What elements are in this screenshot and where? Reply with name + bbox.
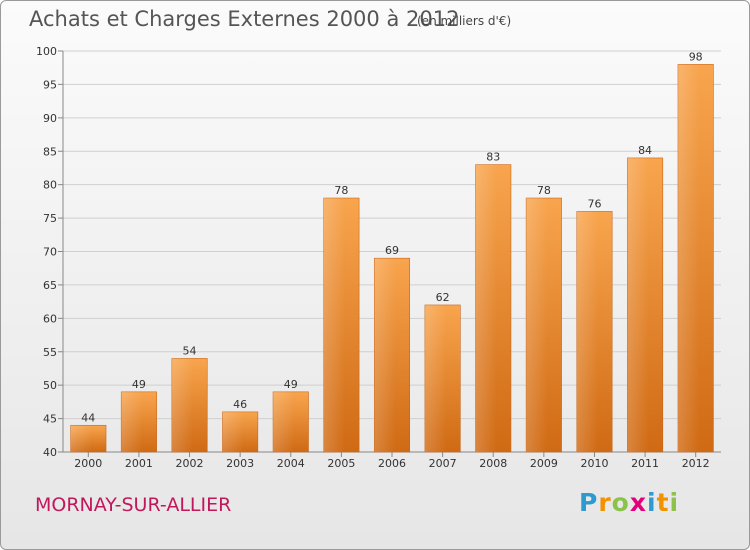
bar-shine-2010 xyxy=(576,211,613,452)
value-label-2005: 78 xyxy=(334,184,348,197)
x-tick-label-2009: 2009 xyxy=(530,457,558,470)
logo-letter: P xyxy=(579,488,599,517)
x-tick-label-2000: 2000 xyxy=(74,457,102,470)
value-label-2010: 76 xyxy=(587,197,601,210)
bar-shine-2002 xyxy=(171,358,208,452)
bar-shine-2007 xyxy=(424,304,461,452)
x-tick-label-2006: 2006 xyxy=(378,457,406,470)
y-tick-label: 45 xyxy=(43,413,57,426)
x-tick-label-2001: 2001 xyxy=(125,457,153,470)
bar-shine-2006 xyxy=(374,258,410,452)
chart-title: Achats et Charges Externes 2000 à 2012 xyxy=(29,7,460,31)
x-tick-label-2008: 2008 xyxy=(479,457,507,470)
y-tick-label: 70 xyxy=(43,246,57,259)
x-tick-label-2012: 2012 xyxy=(682,457,710,470)
x-tick-label-2011: 2011 xyxy=(631,457,659,470)
value-label-2001: 49 xyxy=(132,378,146,391)
value-label-2009: 78 xyxy=(537,184,551,197)
bar-shine-2012 xyxy=(677,64,714,452)
y-tick-label: 55 xyxy=(43,346,57,359)
y-tick-label: 65 xyxy=(43,279,57,292)
x-tick-label-2002: 2002 xyxy=(176,457,204,470)
x-tick-label-2005: 2005 xyxy=(327,457,355,470)
value-label-2007: 62 xyxy=(436,291,450,304)
y-tick-label: 95 xyxy=(43,78,57,91)
logo-letter: x xyxy=(629,488,647,517)
value-label-2011: 84 xyxy=(638,144,652,157)
bar-shine-2000 xyxy=(70,425,107,452)
y-tick-label: 100 xyxy=(36,45,57,58)
y-tick-label: 50 xyxy=(43,379,57,392)
value-label-2003: 46 xyxy=(233,398,247,411)
y-tick-label: 60 xyxy=(43,312,57,325)
value-label-2000: 44 xyxy=(81,411,95,424)
logo-letter: r xyxy=(598,488,612,517)
value-label-2012: 98 xyxy=(689,50,703,63)
x-tick-label-2003: 2003 xyxy=(226,457,254,470)
x-tick-label-2007: 2007 xyxy=(429,457,457,470)
y-tick-label: 80 xyxy=(43,179,57,192)
logo-letter: t xyxy=(656,488,670,517)
proxiti-logo: Proxiti xyxy=(579,488,679,517)
x-tick-label-2004: 2004 xyxy=(277,457,305,470)
y-tick-label: 40 xyxy=(43,446,57,459)
axis-layer: 40 45 50 55 60 65 70 75 80 85 90 95 100 2000 2001 2002 2… xyxy=(36,45,721,470)
bar-shine-2011 xyxy=(627,157,663,452)
bar-shine-2005 xyxy=(323,198,360,452)
value-label-2008: 83 xyxy=(486,151,500,164)
bar-shine-2001 xyxy=(121,391,157,452)
bar-shine-2003 xyxy=(222,411,258,452)
chart-unit: (en milliers d'€) xyxy=(417,14,512,28)
logo-letter: o xyxy=(611,488,630,517)
value-label-2004: 49 xyxy=(284,378,298,391)
value-label-2002: 54 xyxy=(183,344,197,357)
bar-layer xyxy=(70,64,714,453)
commune-name: MORNAY-SUR-ALLIER xyxy=(35,494,232,516)
logo-letter: i xyxy=(669,488,680,517)
y-tick-label: 90 xyxy=(43,112,57,125)
y-tick-label: 85 xyxy=(43,145,57,158)
label-layer: 44 49 54 46 49 78 69 62 83 78 76 84 98 xyxy=(81,50,702,424)
bar-shine-2004 xyxy=(273,391,309,452)
x-tick-label-2010: 2010 xyxy=(580,457,608,470)
y-tick-label: 75 xyxy=(43,212,57,225)
bar-shine-2009 xyxy=(526,198,562,452)
value-label-2006: 69 xyxy=(385,244,399,257)
logo-letter: i xyxy=(647,488,657,517)
bar-shine-2008 xyxy=(475,164,511,452)
